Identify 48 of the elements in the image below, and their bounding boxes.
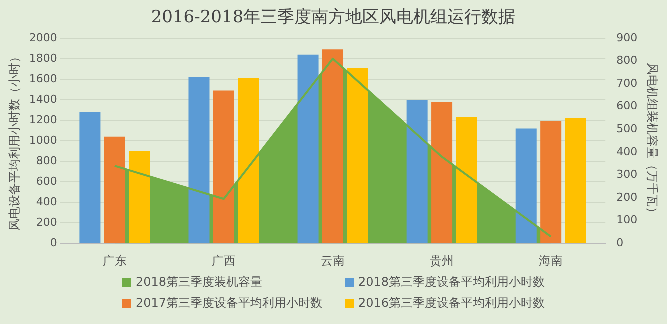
y2-tick-label: 500 [616,122,638,136]
bar [188,77,210,244]
y-tick-label: 400 [36,195,58,208]
y-tick-label: 800 [36,154,58,168]
y2-tick-label: 600 [616,100,638,113]
y-tick-label: 200 [36,216,58,229]
bar [565,118,586,244]
bar [406,100,428,244]
bar [129,151,150,244]
legend-label: 2017第三季度设备平均利用小时数 [136,295,322,312]
bar [347,68,368,244]
bar [516,128,537,244]
y-tick-label: 0 [50,236,58,250]
y-tick-label: 1200 [29,113,58,126]
legend-label: 2016第三季度设备平均利用小时数 [358,295,546,312]
bar [104,136,126,244]
legend-label: 2018第三季度设备平均利用小时数 [358,274,546,291]
y2-tick-label: 800 [616,54,638,68]
x-tick-label: 广东 [102,254,127,268]
y2-tick-label: 0 [616,236,624,250]
bar [322,50,344,244]
bar [540,122,562,244]
bar [213,90,234,244]
y2-tick-label: 100 [616,214,638,227]
y2-axis-title: 风电机组装机容量（万千瓦） [646,63,660,219]
bar [298,54,319,244]
y2-tick-label: 900 [616,31,638,44]
y2-tick-label: 400 [616,145,638,158]
y-tick-label: 1000 [29,134,58,147]
chart-title: 2016-2018年三季度南方地区风电机组运行数据 [151,8,516,28]
y-tick-label: 1800 [29,52,58,65]
y2-tick-label: 300 [616,168,638,182]
bar [80,112,101,244]
bar [456,117,478,244]
y-tick-label: 600 [36,174,58,188]
x-tick-label: 贵州 [430,254,454,268]
y2-tick-label: 200 [616,190,638,204]
y2-tick-label: 700 [616,76,638,90]
legend-label: 2018第三季度装机容量 [136,274,262,291]
bar [432,102,453,244]
y-axis-title: 风电设备平均利用小时数（小时） [7,51,22,231]
y-tick-label: 1400 [29,92,58,106]
bar [238,78,260,244]
y-tick-label: 1600 [29,72,58,86]
x-tick-label: 云南 [321,254,345,268]
y-tick-label: 2000 [29,31,58,44]
x-tick-label: 海南 [539,254,564,268]
x-tick-label: 广西 [212,254,236,268]
